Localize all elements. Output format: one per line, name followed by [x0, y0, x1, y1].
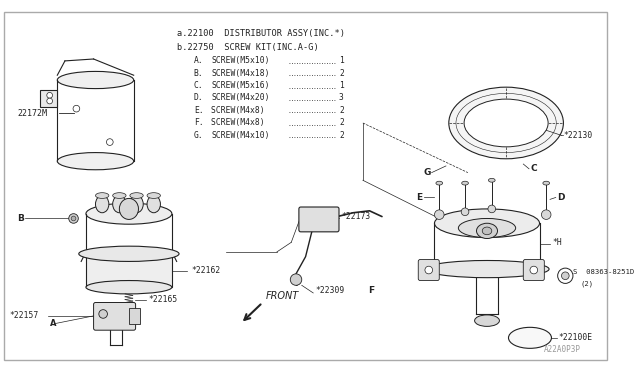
Text: *H: *H — [552, 238, 562, 247]
Ellipse shape — [58, 153, 134, 170]
Circle shape — [488, 205, 495, 213]
Text: *22100E: *22100E — [559, 333, 593, 342]
Ellipse shape — [449, 87, 563, 159]
Text: C: C — [531, 164, 538, 173]
Ellipse shape — [130, 193, 143, 198]
Text: D: D — [557, 193, 564, 202]
Circle shape — [561, 272, 569, 280]
Text: A22A0P3P: A22A0P3P — [544, 345, 581, 354]
Ellipse shape — [475, 315, 499, 326]
Ellipse shape — [147, 193, 161, 198]
Circle shape — [530, 266, 538, 274]
Text: *22165: *22165 — [148, 295, 177, 304]
Text: F: F — [367, 286, 374, 295]
Text: A: A — [50, 319, 56, 328]
Text: (2): (2) — [580, 280, 594, 287]
Text: 22172M: 22172M — [17, 109, 47, 118]
Circle shape — [47, 98, 52, 104]
Ellipse shape — [543, 181, 550, 185]
Text: E.: E. — [194, 106, 204, 115]
Circle shape — [99, 310, 108, 318]
FancyBboxPatch shape — [524, 260, 544, 280]
Circle shape — [435, 210, 444, 219]
Ellipse shape — [425, 260, 549, 278]
Text: 2: 2 — [339, 68, 344, 77]
Text: SCREW(M4x8): SCREW(M4x8) — [211, 106, 269, 115]
Text: *22130: *22130 — [563, 131, 593, 140]
Ellipse shape — [86, 280, 172, 294]
Ellipse shape — [95, 193, 109, 198]
Ellipse shape — [482, 227, 492, 235]
Text: A.: A. — [194, 56, 204, 65]
Ellipse shape — [436, 181, 443, 185]
Text: SCREW(M4x10): SCREW(M4x10) — [211, 131, 269, 140]
Text: B: B — [17, 214, 24, 223]
Ellipse shape — [458, 218, 516, 238]
Ellipse shape — [509, 327, 552, 348]
FancyBboxPatch shape — [86, 254, 172, 287]
Ellipse shape — [86, 203, 172, 224]
Ellipse shape — [113, 193, 126, 198]
Text: 1: 1 — [339, 56, 344, 65]
Text: D.: D. — [194, 93, 204, 102]
Ellipse shape — [95, 196, 109, 213]
Text: *22157: *22157 — [10, 311, 39, 320]
Circle shape — [73, 105, 80, 112]
Circle shape — [47, 92, 52, 98]
Circle shape — [461, 208, 469, 216]
Text: b.22750  SCREW KIT(INC.A-G): b.22750 SCREW KIT(INC.A-G) — [177, 43, 319, 52]
Circle shape — [71, 216, 76, 221]
Text: 3: 3 — [339, 93, 344, 102]
Ellipse shape — [79, 246, 179, 262]
FancyBboxPatch shape — [93, 302, 136, 330]
Text: 2: 2 — [339, 118, 344, 127]
Text: SCREW(M4x18): SCREW(M4x18) — [211, 68, 269, 77]
Ellipse shape — [58, 71, 134, 89]
Ellipse shape — [113, 196, 126, 213]
Bar — [129, 308, 140, 324]
Polygon shape — [40, 90, 58, 107]
Ellipse shape — [147, 196, 161, 213]
Text: *22162: *22162 — [191, 266, 220, 276]
Text: F: F — [294, 279, 300, 288]
Text: B.: B. — [194, 68, 204, 77]
Ellipse shape — [120, 198, 138, 219]
Circle shape — [291, 274, 301, 285]
Circle shape — [541, 210, 551, 219]
Text: *22309: *22309 — [315, 286, 344, 295]
FancyBboxPatch shape — [419, 260, 439, 280]
Circle shape — [106, 139, 113, 145]
Text: 1: 1 — [339, 81, 344, 90]
Ellipse shape — [435, 209, 540, 238]
Text: 2: 2 — [339, 106, 344, 115]
Text: SCREW(M5x10): SCREW(M5x10) — [211, 56, 269, 65]
Text: *22173: *22173 — [341, 212, 370, 221]
Text: SCREW(M4x20): SCREW(M4x20) — [211, 93, 269, 102]
Text: F.: F. — [194, 118, 204, 127]
Text: SCREW(M5x16): SCREW(M5x16) — [211, 81, 269, 90]
Ellipse shape — [130, 196, 143, 213]
Text: 2: 2 — [339, 131, 344, 140]
Circle shape — [68, 214, 78, 223]
Ellipse shape — [464, 99, 548, 147]
Text: G: G — [424, 168, 431, 177]
Text: FRONT: FRONT — [266, 291, 299, 301]
Text: E: E — [417, 193, 422, 202]
Ellipse shape — [488, 178, 495, 182]
Ellipse shape — [461, 181, 468, 185]
Circle shape — [425, 266, 433, 274]
Text: a.22100  DISTRIBUTOR ASSY(INC.*): a.22100 DISTRIBUTOR ASSY(INC.*) — [177, 29, 345, 38]
Ellipse shape — [477, 223, 497, 238]
Text: C.: C. — [194, 81, 204, 90]
FancyBboxPatch shape — [299, 207, 339, 232]
Text: SCREW(M4x8): SCREW(M4x8) — [211, 118, 269, 127]
Text: S  08363-8251D: S 08363-8251D — [573, 269, 634, 275]
Text: G.: G. — [194, 131, 204, 140]
